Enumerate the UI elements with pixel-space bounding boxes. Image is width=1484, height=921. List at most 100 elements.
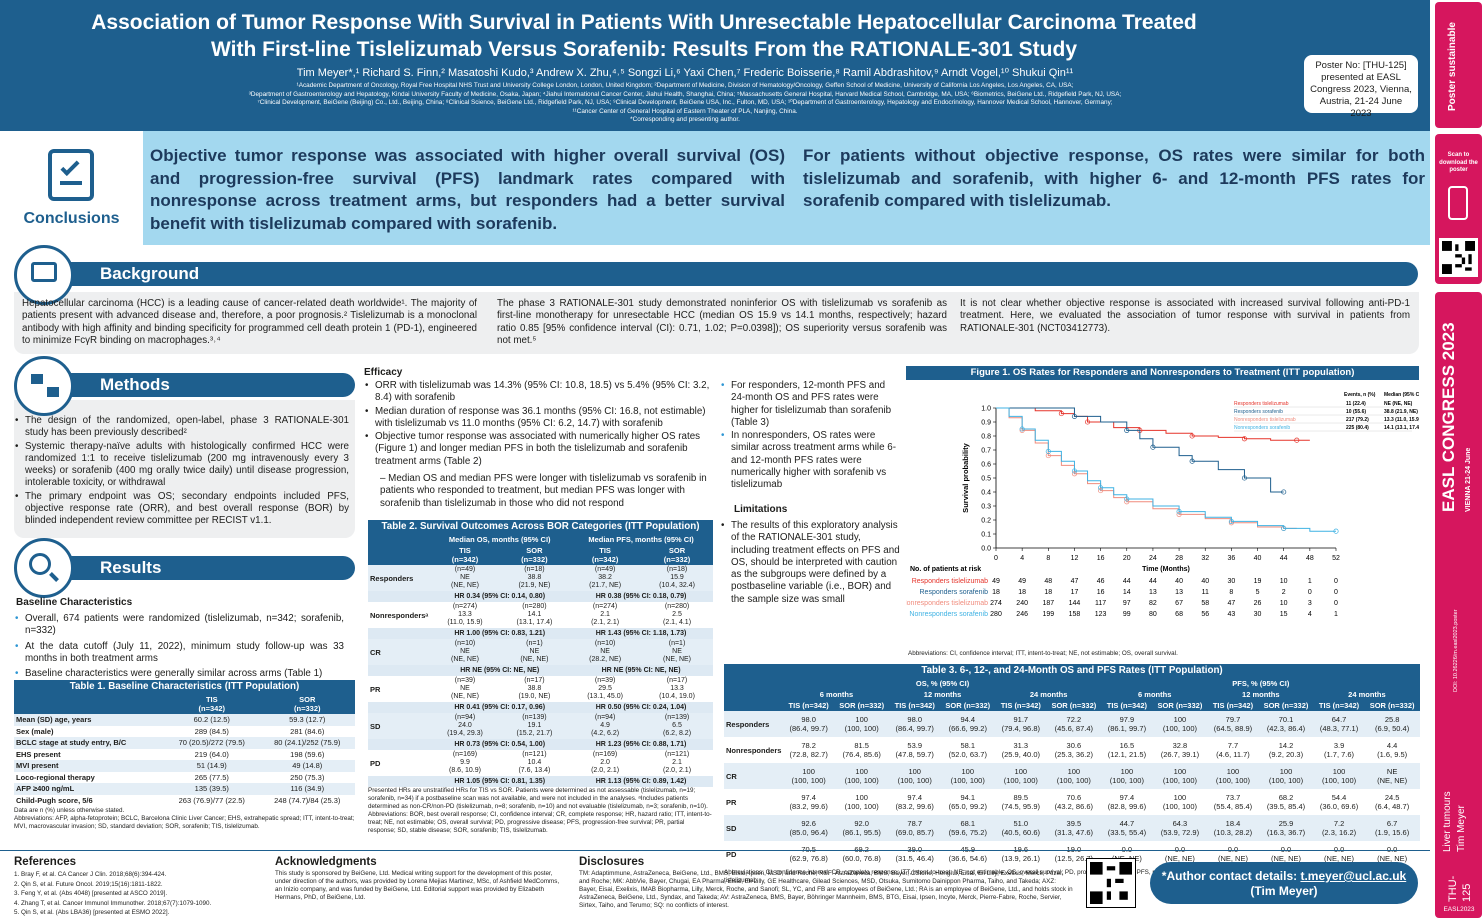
table-cell: 70.1 (42.3, 86.4) bbox=[1266, 715, 1306, 733]
table-cell: (n=10) NE (28.2, NE) bbox=[589, 640, 622, 663]
table-cell: (n=18) 15.9 (10.4, 32.4) bbox=[659, 566, 695, 589]
risk-value: 3 bbox=[1308, 600, 1312, 607]
legend-entry: Nonresponders tislelizumab bbox=[1234, 417, 1296, 423]
table-cell: 6.7 (1.9, 15.6) bbox=[1375, 819, 1410, 837]
risk-value: 2 bbox=[1282, 589, 1286, 596]
efficacy-list: ORR with tislelizumab was 14.3% (95% CI:… bbox=[364, 380, 714, 469]
table-row: Nonresponders 78.2 (72.8, 82.7) 81.5 (76.4, … bbox=[724, 737, 1420, 763]
table-row: BCLC stage at study entry, B/C 70 (20.5)/… bbox=[14, 737, 355, 749]
legend-entry: Nonresponders sorafenib bbox=[1234, 425, 1290, 431]
risk-value: 14 bbox=[1123, 589, 1131, 596]
table-cell: (n=139) 19.1 (15.2, 21.7) bbox=[516, 714, 553, 737]
risk-value: 18 bbox=[1044, 589, 1052, 596]
table-cell: 78.2 (72.8, 82.7) bbox=[789, 741, 828, 759]
table-cell: 68.1 (59.6, 75.2) bbox=[948, 819, 987, 837]
risk-value: 15 bbox=[1280, 611, 1288, 618]
brand-logo: Poster sustainable bbox=[1447, 22, 1458, 112]
x-tick-label: 32 bbox=[1201, 555, 1209, 562]
table-cell: 53.9 (47.8, 59.7) bbox=[895, 741, 934, 759]
risk-value: 58 bbox=[1201, 600, 1209, 607]
table-cell: (n=280) 14.1 (13.1, 17.4) bbox=[516, 603, 553, 626]
y-axis-label: Survival probability bbox=[961, 442, 970, 512]
risk-value: 30 bbox=[1227, 578, 1235, 585]
limitations-list: The results of this exploratory analysis… bbox=[720, 520, 900, 607]
congress-banner: EASL CONGRESS 2023 VIENNA 21-24 June DOI:… bbox=[1435, 292, 1482, 918]
legend-events: 225 (80.4) bbox=[1346, 425, 1369, 431]
background-col3: It is not clear whether objective respon… bbox=[960, 298, 1410, 334]
table-cell: (n=39) 29.5 (13.1, 45.0) bbox=[587, 677, 623, 700]
table-cell: 98.0 (86.4, 99.7) bbox=[895, 715, 934, 733]
table-cell: 14.2 (9.2, 20.3) bbox=[1268, 741, 1304, 759]
table-row: Responders (n=49) NE (NE, NE) (n=18) 38.8 (21.… bbox=[368, 565, 713, 591]
km-chart: 0 4 8 12 16 20 24 28 32 36 40 44 48 520.00.10.20.30.4… bbox=[906, 392, 1419, 618]
risk-value: 1 bbox=[1334, 611, 1338, 618]
table-cell: 79.7 (64.5, 88.9) bbox=[1213, 715, 1253, 733]
risk-value: 11 bbox=[1202, 589, 1209, 596]
y-tick-label: 0.8 bbox=[981, 434, 991, 441]
methods-icon bbox=[14, 356, 74, 416]
table-cell: 92.6 (85.0, 96.4) bbox=[789, 819, 828, 837]
censor-mark bbox=[1124, 496, 1130, 502]
risk-row-label: Nonresponders sorafenib bbox=[909, 611, 988, 618]
table-cell: (n=39) NE (NE, NE) bbox=[450, 677, 479, 700]
flowchart-icon bbox=[31, 374, 43, 384]
table-cell: 100 (100, 100) bbox=[844, 793, 879, 811]
legend-median: NE (NE, NE) bbox=[1384, 401, 1413, 407]
contact-email-link[interactable]: t.meyer@ucl.ac.uk bbox=[1300, 869, 1407, 883]
qr-code-icon[interactable] bbox=[1439, 238, 1478, 277]
risk-value: 0 bbox=[1334, 578, 1338, 585]
table-cell: (n=274) 2.1 (2.1, 2.1) bbox=[591, 603, 620, 626]
table-cell: 100 (100, 100) bbox=[1003, 767, 1038, 785]
censor-mark bbox=[1124, 427, 1130, 433]
right-sidebar: Poster sustainable Scan to download the … bbox=[1433, 0, 1484, 921]
table-cell: 72.2 (45.6, 87.4) bbox=[1054, 715, 1094, 733]
table-cell: (n=280) 2.5 (2.1, 4.1) bbox=[663, 603, 692, 626]
affiliations: ¹Academic Department of Oncology, Royal … bbox=[248, 82, 1122, 123]
table-cell: 30.6 (25.3, 36.2) bbox=[1054, 741, 1094, 759]
table-row: PD (n=169) 9.9 (8.6, 10.9) (n=121) 10.4 (7.6, … bbox=[368, 750, 713, 776]
table-cell: 100 (100, 100) bbox=[950, 767, 985, 785]
table-cell: 4.4 (1.6, 9.5) bbox=[1377, 741, 1408, 759]
efficacy-right-list: For responders, 12-month PFS and 24-mont… bbox=[720, 380, 900, 493]
y-tick-label: 0.1 bbox=[981, 532, 991, 539]
risk-value: 123 bbox=[1095, 611, 1107, 618]
legend-entry: Responders tislelizumab bbox=[1234, 401, 1289, 407]
x-tick-label: 48 bbox=[1306, 555, 1314, 562]
table-cell: (n=49) 38.2 (21.7, NE) bbox=[589, 566, 622, 589]
x-tick-label: 20 bbox=[1123, 555, 1131, 562]
censor-mark bbox=[1189, 433, 1195, 439]
table3: Table 3. 6-, 12-, and 24-Month OS and PF… bbox=[724, 664, 1420, 885]
censor-mark bbox=[1281, 489, 1287, 495]
risk-value: 67 bbox=[1175, 600, 1183, 607]
censor-mark bbox=[1176, 509, 1182, 515]
table-cell: 25.8 (6.9, 50.4) bbox=[1375, 715, 1410, 733]
table-cell: (n=94) 4.9 (4.2, 6.2) bbox=[591, 714, 620, 737]
censor-mark bbox=[1176, 511, 1182, 517]
topic-label: Liver tumours Tim Meyer bbox=[1442, 791, 1467, 852]
table-cell: 19.6(13.9, 26.1) bbox=[1001, 845, 1040, 863]
table-cell: 89.5 (74.5, 95.9) bbox=[1001, 793, 1040, 811]
congress-name: EASL CONGRESS 2023 VIENNA 21-24 June bbox=[1439, 322, 1472, 512]
poster-sustainable-badge[interactable]: Poster sustainable bbox=[1435, 2, 1482, 128]
censor-mark bbox=[1045, 448, 1051, 454]
risk-value: 246 bbox=[1016, 611, 1028, 618]
background-col1: Hepatocellular carcinoma (HCC) is a lead… bbox=[22, 298, 477, 346]
x-tick-label: 28 bbox=[1175, 555, 1183, 562]
risk-value: 26 bbox=[1254, 600, 1262, 607]
censor-mark bbox=[1098, 485, 1104, 491]
risk-value: 10 bbox=[1280, 578, 1288, 585]
table-cell: 0.0(NE, NE) bbox=[1164, 845, 1195, 863]
scan-download-panel[interactable]: Scan to download the poster bbox=[1435, 134, 1482, 284]
qr-code-footer-icon[interactable] bbox=[1086, 858, 1136, 908]
efficacy-heading: Efficacy bbox=[364, 367, 403, 378]
table-cell: 100 (100, 100) bbox=[1162, 793, 1198, 811]
censor-mark bbox=[1281, 525, 1287, 531]
table-row: EHS present 219 (64.0) 198 (59.6) bbox=[16, 749, 325, 759]
y-tick-label: 0.5 bbox=[981, 476, 991, 483]
ack-text: This study is sponsored by BeiGene, Ltd.… bbox=[275, 870, 560, 901]
table-cell: 24.5 (6.4, 48.7) bbox=[1375, 793, 1410, 811]
table-cell: 91.7 (79.4, 96.8) bbox=[1001, 715, 1040, 733]
table-row: Nonrespondersᵃ (n=274) 13.3 (11.0, 15.9) (n=… bbox=[368, 602, 713, 628]
risk-value: 144 bbox=[1069, 600, 1081, 607]
table-cell: 78.7 (69.0, 85.7) bbox=[895, 819, 934, 837]
